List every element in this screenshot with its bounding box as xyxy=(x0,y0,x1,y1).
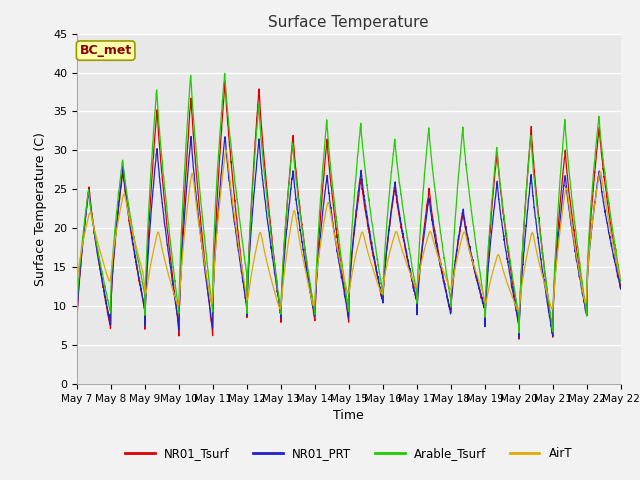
Legend: NR01_Tsurf, NR01_PRT, Arable_Tsurf, AirT: NR01_Tsurf, NR01_PRT, Arable_Tsurf, AirT xyxy=(120,443,577,465)
X-axis label: Time: Time xyxy=(333,409,364,422)
Y-axis label: Surface Temperature (C): Surface Temperature (C) xyxy=(35,132,47,286)
Text: BC_met: BC_met xyxy=(79,44,132,57)
Title: Surface Temperature: Surface Temperature xyxy=(269,15,429,30)
